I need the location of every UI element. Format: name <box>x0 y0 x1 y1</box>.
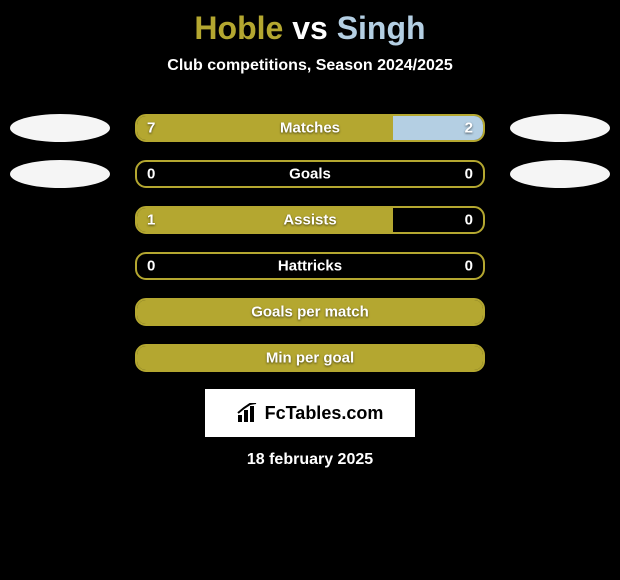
stat-value-left: 0 <box>147 166 155 183</box>
stat-row: Goals per match <box>0 289 620 335</box>
stat-value-right: 0 <box>465 212 473 229</box>
stat-label: Goals <box>137 166 483 183</box>
stat-row: Matches72 <box>0 105 620 151</box>
player-ellipse-right <box>510 160 610 188</box>
stat-bar: Hattricks0 0 <box>135 252 485 280</box>
stat-value-left: 0 <box>147 258 155 275</box>
brand-box: FcTables.com <box>205 389 415 437</box>
stat-bar: Goals0 0 <box>135 160 485 188</box>
subtitle: Club competitions, Season 2024/2025 <box>0 57 620 75</box>
stat-row: Assists10 <box>0 197 620 243</box>
stat-row: Goals0 0 <box>0 151 620 197</box>
stat-value-right: 0 <box>465 258 473 275</box>
player-ellipse-right <box>510 114 610 142</box>
title-left: Hoble <box>194 10 283 46</box>
stat-row: Hattricks0 0 <box>0 243 620 289</box>
fill-left <box>137 300 483 324</box>
stat-bar: Assists10 <box>135 206 485 234</box>
stat-bar: Goals per match <box>135 298 485 326</box>
fill-right <box>393 116 483 140</box>
fill-left <box>137 116 393 140</box>
title-right: Singh <box>337 10 426 46</box>
fill-left <box>137 208 393 232</box>
stat-row: Min per goal <box>0 335 620 381</box>
stat-bar: Matches72 <box>135 114 485 142</box>
fill-left <box>137 346 483 370</box>
date-line: 18 february 2025 <box>0 451 620 469</box>
player-ellipse-left <box>10 160 110 188</box>
stat-bar: Min per goal <box>135 344 485 372</box>
stat-label: Hattricks <box>137 258 483 275</box>
stat-value-right: 0 <box>465 166 473 183</box>
brand-text: FcTables.com <box>265 403 384 424</box>
title-vs: vs <box>292 10 328 46</box>
chart-icon <box>237 403 259 423</box>
page-title: Hoble vs Singh <box>0 10 620 47</box>
stat-rows: Matches72Goals00Assists10Hattricks00Goal… <box>0 105 620 381</box>
player-ellipse-left <box>10 114 110 142</box>
comparison-infographic: Hoble vs Singh Club competitions, Season… <box>0 0 620 580</box>
